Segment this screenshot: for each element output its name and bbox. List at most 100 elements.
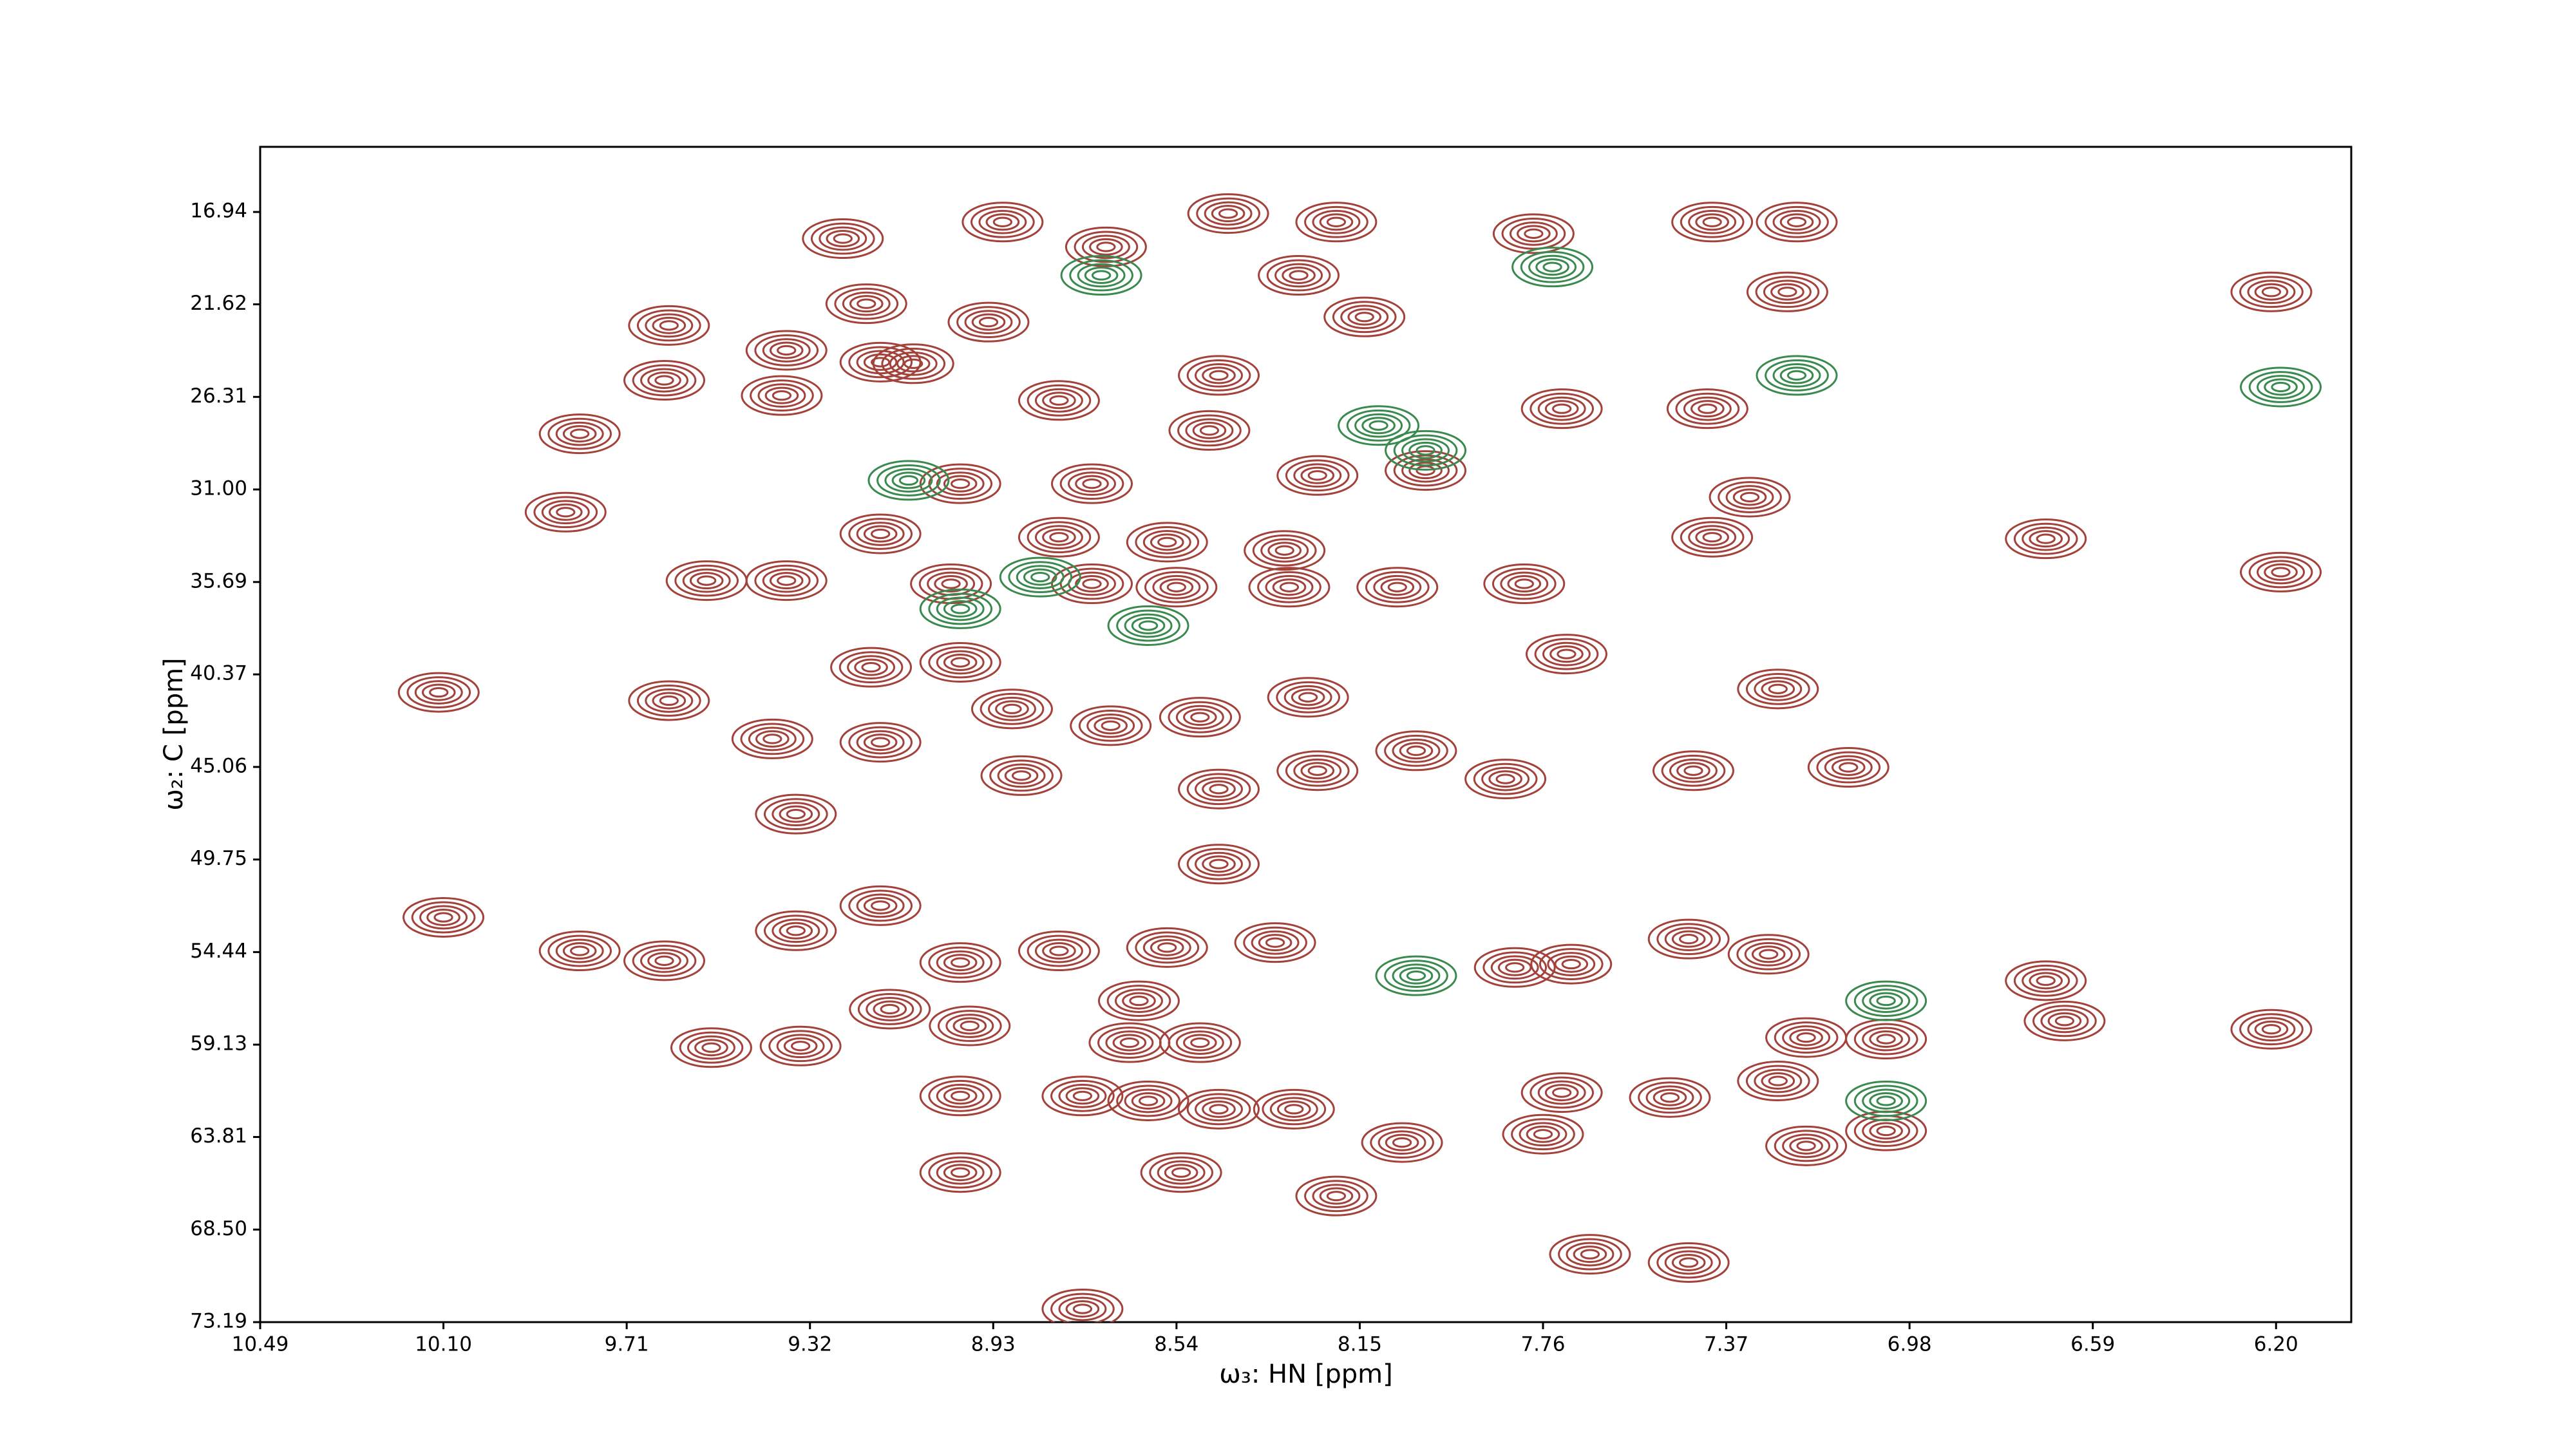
contour-ring [1166,582,1186,592]
contour-ring [1204,201,1253,226]
contour-ring [1845,1019,1927,1060]
contour-ring [1178,355,1260,396]
contour-ring [943,954,978,972]
contour-ring [978,317,999,328]
contour-ring [1187,193,1269,234]
contour-ring [2248,556,2313,589]
contour-ring [1186,1093,1251,1126]
contour-ring [659,320,679,331]
contour-ring [1175,705,1224,730]
contour-ring [1653,1088,1687,1106]
contour-ring [1661,754,1726,787]
contour-ring [1135,931,1200,964]
contour-ring [1786,370,1807,381]
contour-ring [1008,561,1073,593]
x-tick-label: 10.49 [232,1333,289,1356]
contour-ring [1853,1023,1918,1056]
contour-ring [971,205,1035,238]
contour-ring [1756,202,1838,243]
x-tick-label: 6.20 [2254,1333,2298,1356]
contour-ring [1282,267,1316,285]
contour-ring [1671,930,1706,948]
contour-ring [1126,522,1208,563]
contour-ring [1511,1118,1575,1151]
contour-ring [1177,414,1242,447]
contour-ring [1774,1021,1839,1054]
contour-ring [1078,709,1143,742]
contour-ring [919,641,1001,683]
contour-ring [1384,960,1448,992]
contour-ring [810,222,875,255]
y-tick-label: 73.19 [190,1310,247,1333]
contour-ring [891,471,926,489]
contour-ring [1408,462,1443,480]
contour-ring [1332,301,1397,334]
contour-ring [936,1160,985,1185]
contour-ring [937,1010,1002,1042]
contour-ring [1084,267,1119,285]
contour-ring [936,596,985,621]
contour-ring [2254,1020,2289,1038]
contour-ring [1380,578,1415,596]
contour-ring [1088,1022,1171,1063]
contour-ring [1168,701,1233,734]
contour-ring [762,568,811,593]
contour-ring [872,343,954,384]
contour-ring [632,944,697,977]
contour-ring [1175,1030,1224,1055]
contour-ring [538,413,621,455]
contour-ring [1202,780,1236,798]
contour-ring [2261,287,2282,298]
contour-ring [1501,217,1566,250]
x-tick-label: 8.93 [971,1333,1016,1356]
contour-ring [1338,405,1420,446]
contour-ring [936,650,985,675]
contour-ring [1490,955,1539,980]
contour-ring [849,989,931,1030]
contour-ring [783,1037,818,1055]
contour-ring [1149,1156,1213,1189]
contour-ring [1276,1100,1311,1118]
contour-ring [414,680,463,705]
contour-ring [731,718,813,759]
contour-ring [397,672,480,713]
contour-ring [1016,565,1065,589]
contour-ring [839,885,922,926]
contour-ring [1186,848,1251,880]
contour-ring [1671,516,1754,558]
contour-ring [1091,270,1112,281]
contour-ring [857,993,922,1025]
contour-ring [1525,634,1607,675]
contour-ring [1276,750,1359,791]
contour-ring [951,957,971,968]
contour-ring [1195,851,1243,876]
contour-ring [2271,567,2291,578]
contour-ring [2005,960,2087,1001]
contour-ring [1300,762,1335,780]
contour-ring [1135,526,1200,558]
contour-ring [2013,522,2078,555]
contour-ring [755,730,790,748]
contour-ring [402,896,485,938]
contour-ring [1058,1296,1107,1321]
contour-ring [1547,952,1596,976]
contour-ring [1509,221,1558,246]
contour-ring [1129,995,1149,1007]
contour-ring [1393,434,1458,467]
contour-ring [1159,697,1241,738]
contour-ring [945,1014,994,1038]
contour-ring [1004,766,1039,784]
contour-ring [1195,1097,1243,1122]
contour-ring [1853,1084,1918,1117]
contour-ring [1267,677,1349,718]
contour-ring [1768,683,1788,694]
y-tick-label: 26.31 [190,384,247,408]
contour-ring [1209,370,1229,381]
contour-ring [1211,205,1245,223]
contour-ring [2230,271,2313,312]
contour-ring [848,346,913,379]
contour-ring [978,209,1027,234]
contour-ring [1346,409,1411,442]
contour-ring [928,468,993,500]
contour-ring [1756,355,1838,396]
